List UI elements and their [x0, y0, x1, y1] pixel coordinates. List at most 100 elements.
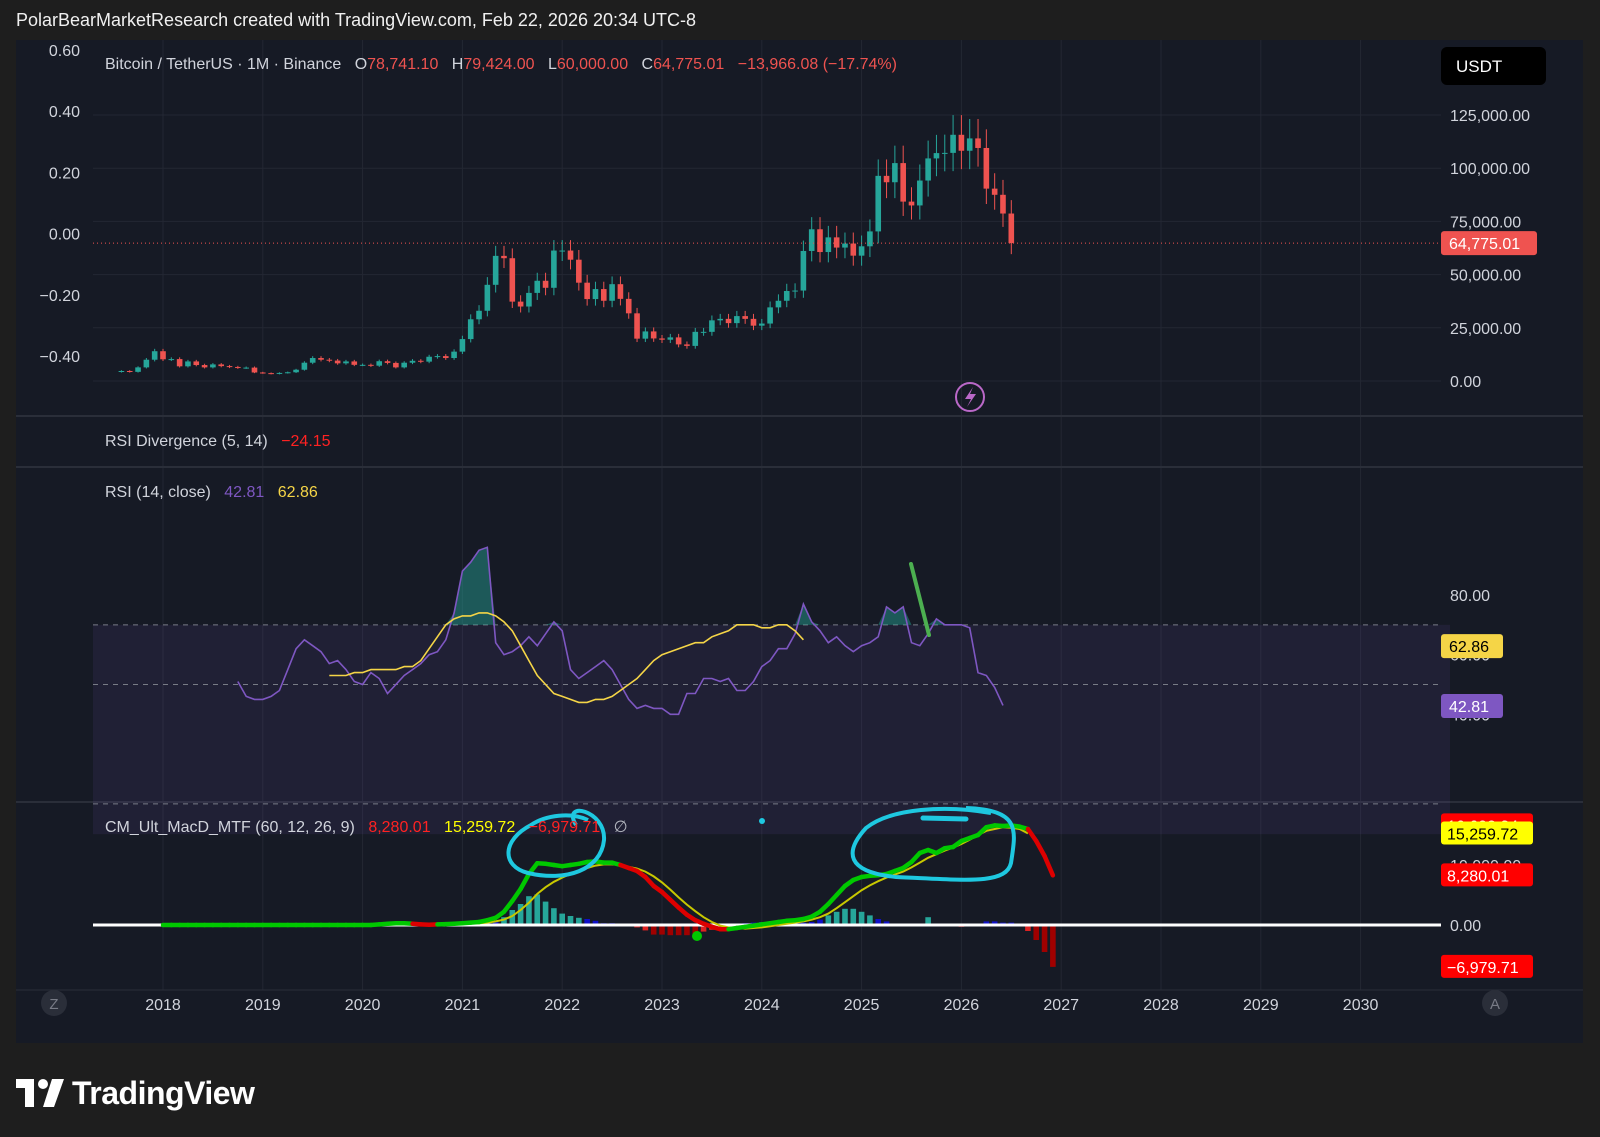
legend-rsi-divergence[interactable]: RSI Divergence (5, 14) −24.15: [105, 433, 331, 450]
drawing-cyan-stroke[interactable]: [920, 815, 969, 822]
currency-button-label[interactable]: USDT: [1456, 57, 1502, 76]
rsi-ma-line[interactable]: [329, 612, 804, 704]
zoom-button[interactable]: Z: [41, 990, 67, 1016]
tradingview-logo-icon: [16, 1079, 64, 1107]
candle-body: [459, 339, 466, 352]
candle-body: [176, 359, 183, 367]
tradingview-logo[interactable]: TradingView: [16, 1072, 255, 1114]
candle-body: [126, 370, 133, 372]
macd-histogram-bar: [542, 901, 549, 925]
macd-histogram-bar: [659, 925, 665, 935]
rsi-div-value: −24.15: [281, 433, 330, 450]
candle-body: [243, 367, 249, 369]
macd-lines[interactable]: [160, 823, 1056, 932]
candle-body: [642, 331, 649, 339]
macd-line-segment: [1042, 853, 1056, 878]
macd-histogram-bar: [509, 910, 516, 925]
zoom-icon[interactable]: Z: [49, 996, 58, 1013]
candle-body: [775, 300, 782, 308]
candle-body: [609, 284, 615, 301]
candle-body: [1000, 194, 1006, 214]
time-tick-label: 2019: [245, 997, 281, 1014]
macd-histogram-bar: [867, 915, 873, 925]
macd-histogram-bar: [850, 908, 857, 925]
candle-body: [226, 366, 233, 368]
legend-macd[interactable]: CM_Ult_MacD_MTF (60, 12, 26, 9) 8,280.01…: [105, 819, 628, 836]
candle-body: [268, 373, 274, 375]
macd-histogram-bar: [717, 925, 724, 929]
currency-button[interactable]: USDT: [1441, 47, 1546, 85]
candle-body: [808, 229, 815, 251]
macd-histogram-bar: [684, 925, 690, 936]
macd-histogram-bar: [551, 908, 557, 925]
candle-body: [825, 237, 832, 253]
left-tick-label: 0.40: [49, 104, 80, 121]
candle-body: [908, 201, 915, 206]
drawing-divergence-line[interactable]: [909, 562, 931, 637]
macd-value-label-bg: [1441, 954, 1533, 978]
candle-body: [260, 372, 266, 374]
candlestick-series[interactable]: [118, 115, 1015, 375]
rsi-line[interactable]: [237, 546, 1004, 716]
macd-value-1: 8,280.01: [368, 819, 430, 836]
candle-body: [625, 298, 632, 314]
candle-body: [917, 180, 923, 206]
candle-body: [966, 138, 973, 151]
macd-histogram-bar: [833, 911, 840, 925]
time-scale[interactable]: 2018 2019 2020 2021 2022 2023 2024 2025 2026 2027…: [145, 997, 1378, 1014]
macd-histogram-bar: [576, 917, 582, 925]
auto-scale-icon[interactable]: A: [1490, 996, 1500, 1013]
candle-body: [842, 243, 848, 248]
candle-body: [326, 359, 333, 361]
candle-body: [883, 175, 890, 183]
candle-body: [700, 331, 707, 333]
candle-body: [151, 351, 158, 360]
legend-change: −13,966.08 (−17.74%): [738, 56, 897, 73]
candle-body: [376, 361, 383, 366]
left-price-scale[interactable]: 0.60 0.40 0.20 0.00 −0.20 −0.40: [40, 43, 81, 366]
candle-body: [634, 313, 640, 339]
macd-line-segment: [518, 871, 532, 892]
last-price-label-bg: [1441, 231, 1537, 256]
time-tick-label: 2023: [644, 997, 680, 1014]
macd-histogram-bar: [567, 916, 574, 925]
chart-svg[interactable]: 0.60 0.40 0.20 0.00 −0.20 −0.40 125,000.00 100…: [16, 40, 1583, 1043]
candle-body: [368, 364, 374, 366]
macd-line-segment: [510, 886, 523, 904]
price-labels: 16,602.3415,259.728,280.01−6,979.7164,77…: [1441, 231, 1537, 978]
rsi-label: 42.81: [1449, 699, 1489, 716]
macd-value-label-bg: [1441, 821, 1533, 845]
candle-body: [941, 152, 948, 154]
drawing-circle-2021-top[interactable]: [506, 808, 607, 878]
candle-body: [235, 366, 241, 368]
candle-body: [418, 360, 424, 362]
chart-background: [16, 40, 1583, 1043]
macd-histogram-bar: [842, 908, 848, 925]
candle-body: [592, 289, 599, 300]
candle-body: [925, 158, 931, 181]
candle-body: [783, 290, 790, 301]
candle-body: [767, 307, 773, 324]
macd-histogram-bar: [1033, 925, 1040, 940]
rsi-band-background: [93, 624, 1450, 835]
legend-low: 60,000.00: [557, 56, 628, 73]
tradingview-brand: TradingView: [72, 1074, 255, 1111]
time-tick-label: 2018: [145, 997, 181, 1014]
candle-body: [434, 356, 441, 358]
left-tick-label: 0.00: [49, 227, 80, 244]
legend-rsi[interactable]: RSI (14, close) 42.81 62.86: [105, 484, 318, 501]
legend-main[interactable]: Bitcoin / TetherUS · 1M · Binance O78,74…: [105, 56, 897, 73]
currency-button-bg[interactable]: [1441, 47, 1546, 85]
candle-body: [201, 365, 208, 368]
rsi-ma-value: 62.86: [278, 484, 318, 501]
rsi-ma-label-bg: [1441, 634, 1503, 659]
legend-high-label: H: [452, 56, 464, 73]
auto-scale-button[interactable]: A: [1482, 990, 1508, 1016]
candle-body: [667, 337, 674, 340]
macd-cross-dot: [759, 818, 765, 824]
chart-container[interactable]: 0.60 0.40 0.20 0.00 −0.20 −0.40 125,000.00 100…: [16, 40, 1583, 1043]
drawing-circle-2025-top[interactable]: [850, 806, 1016, 882]
candle-body: [135, 367, 141, 372]
lightning-bolt-icon[interactable]: [955, 382, 985, 412]
candle-body: [409, 360, 416, 363]
